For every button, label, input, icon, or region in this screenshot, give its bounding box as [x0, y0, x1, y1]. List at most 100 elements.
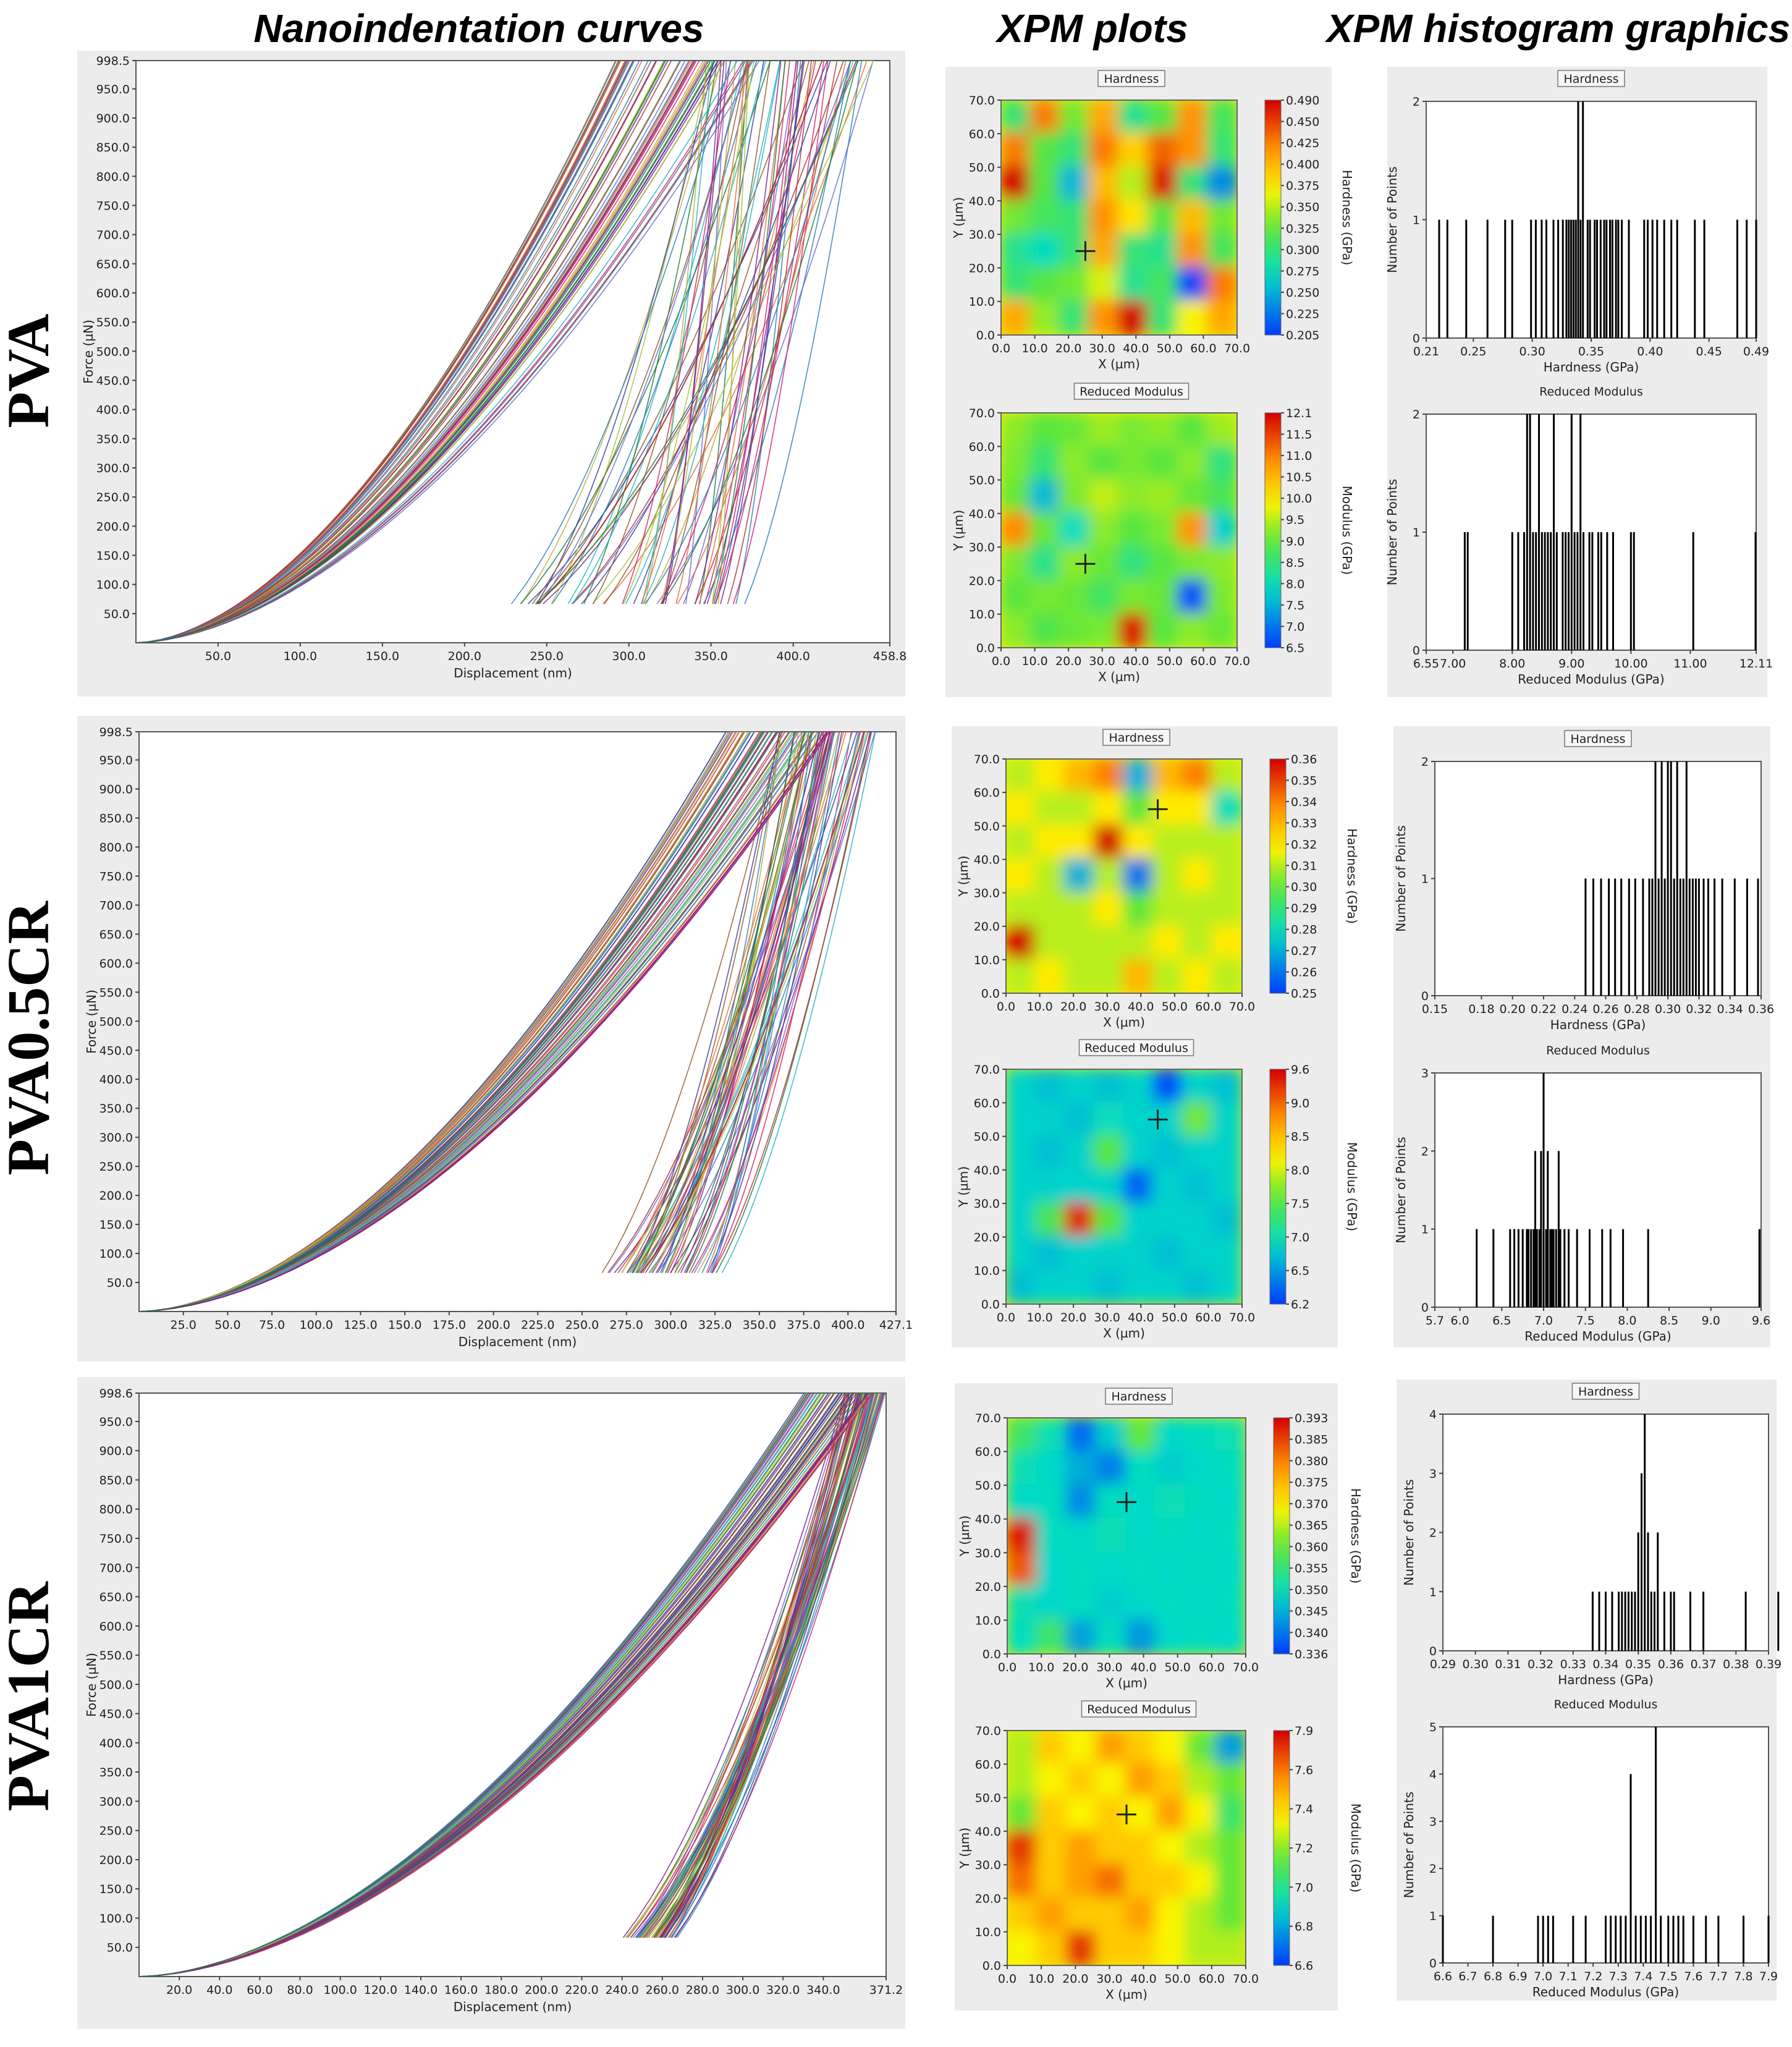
- indentation-curve: [136, 61, 732, 643]
- x-tick-label: 7.4: [1634, 1970, 1652, 1983]
- map-cell: [1088, 266, 1120, 303]
- colorbar-tick-label: 0.325: [1286, 222, 1319, 235]
- map-cell: [1206, 512, 1237, 549]
- x-tick-label: 250.0: [565, 1318, 599, 1332]
- map-title: Hardness: [1109, 731, 1164, 745]
- map-cell: [1088, 512, 1120, 549]
- curves-chart-pva: 50.0 100.0 150.0 200.0 250.0 300.0 350.0 400.0 4…: [81, 54, 907, 680]
- hist-bar: [1643, 219, 1646, 338]
- hist-bar: [1521, 1229, 1524, 1307]
- map-cell: [1059, 512, 1091, 549]
- y-tick-label: 400.0: [96, 404, 130, 417]
- map-cell: [1034, 824, 1067, 861]
- hist-bar: [1563, 1229, 1566, 1307]
- x-tick-label: 7.5: [1659, 1970, 1678, 1983]
- map-cell: [1206, 579, 1237, 616]
- map-cell: [1007, 1484, 1039, 1520]
- y-axis-label: Force (µN): [84, 990, 99, 1054]
- map-frame: [1005, 1069, 1243, 1305]
- map-cell: [1088, 300, 1120, 335]
- map-cell: [1211, 1202, 1242, 1239]
- hist-bar: [1746, 219, 1748, 338]
- map-cell: [1214, 1418, 1246, 1453]
- hist-bar: [1757, 878, 1759, 996]
- y-tick-label: 60.0: [975, 1446, 1001, 1459]
- x-tick-label: 30.0: [1089, 655, 1115, 668]
- y-tick-label: 70.0: [974, 1063, 1000, 1077]
- colorbar-tick-label: 7.9: [1295, 1724, 1313, 1738]
- x-tick-label: 175.0: [433, 1318, 466, 1332]
- map-cell: [1034, 1202, 1067, 1239]
- y-tick-label: 500.0: [96, 345, 130, 358]
- map-cells: [1007, 1731, 1246, 1965]
- map-cell: [1185, 1450, 1217, 1487]
- map-cell: [1177, 100, 1209, 135]
- map-cell: [1155, 1450, 1188, 1487]
- colorbar-tick-label: 9.5: [1286, 514, 1304, 527]
- hist-title: Hardness: [1571, 732, 1626, 746]
- map-cell: [1155, 1551, 1188, 1588]
- y-tick-label: 100.0: [99, 1247, 133, 1261]
- y-tick-label: 20.0: [974, 1231, 1000, 1244]
- colorbar-tick-label: 10.5: [1286, 471, 1312, 485]
- y-tick-label: 30.0: [975, 1546, 1001, 1560]
- x-tick-label: 0.35: [1578, 345, 1604, 358]
- hist-modulus-pva1cr: Reduced Modulus 0 1 2 3 4 5 6.6 6.7 6.8 6.9 7.0 7.1 7…: [1401, 1698, 1778, 1999]
- y-tick-label: 650.0: [99, 928, 133, 941]
- hist-bar: [1555, 532, 1558, 650]
- x-tick-label: 75.0: [259, 1318, 285, 1332]
- y-tick-label: 900.0: [99, 1444, 133, 1458]
- map-cell: [1118, 233, 1150, 269]
- x-tick-label: 50.0: [214, 1318, 240, 1332]
- hist-bar: [1605, 1591, 1607, 1651]
- hist-bar: [1517, 1229, 1519, 1307]
- hist-bar: [1534, 219, 1537, 338]
- x-tick-label: 0.33: [1560, 1658, 1586, 1671]
- map-cell: [1155, 1484, 1188, 1520]
- map-cell: [1029, 546, 1062, 582]
- map-cell: [1001, 266, 1032, 303]
- map-marker-crosshair: [1075, 554, 1096, 574]
- map-cell: [1036, 1619, 1068, 1654]
- map-cell: [1214, 1517, 1246, 1554]
- hist-bar: [1605, 219, 1608, 338]
- hist-bar: [1509, 1229, 1511, 1307]
- map-cell: [1001, 300, 1032, 335]
- map-cell: [1206, 166, 1237, 202]
- hist-bar: [1733, 878, 1736, 996]
- map-cell: [1125, 1897, 1158, 1933]
- map-title: Hardness: [1104, 72, 1159, 86]
- hist-bar: [1655, 1727, 1657, 1963]
- x-axis-label: Displacement (nm): [454, 666, 572, 680]
- y-tick-label: 1: [1421, 1223, 1429, 1237]
- map-cell: [1211, 759, 1242, 794]
- x-tick-label: 60.0: [1195, 1311, 1221, 1324]
- colorbar-tick-label: 9.0: [1291, 1096, 1309, 1110]
- map-cell: [1095, 1551, 1128, 1588]
- map-cell: [1063, 1101, 1096, 1138]
- hist-bar: [1584, 878, 1587, 996]
- indentation-curve: [139, 732, 847, 1312]
- x-tick-label: 6.55: [1413, 657, 1439, 671]
- colorbar-label: Modulus (GPa): [1340, 486, 1355, 575]
- map-cell: [1001, 579, 1032, 616]
- indentation-curve: [139, 732, 780, 1312]
- map-cell: [1177, 233, 1209, 269]
- hist-bar: [1667, 1915, 1670, 1963]
- map-cell: [1147, 612, 1180, 648]
- map-cell: [1006, 759, 1037, 794]
- map-cell: [1001, 478, 1032, 515]
- x-tick-label: 70.0: [1224, 342, 1250, 355]
- hist-bar: [1676, 761, 1678, 996]
- indentation-curve: [139, 732, 868, 1312]
- x-tick-label: 300.0: [654, 1318, 687, 1332]
- x-axis-label: Hardness (GPa): [1550, 1017, 1646, 1032]
- map-cell: [1036, 1585, 1068, 1622]
- y-tick-label: 0.0: [976, 329, 995, 342]
- hist-title-box: [1557, 70, 1625, 87]
- y-tick-label: 150.0: [96, 549, 130, 562]
- x-tick-label: 10.0: [1026, 1000, 1052, 1014]
- x-tick-label: 100.0: [284, 650, 317, 663]
- y-tick-label: 350.0: [96, 433, 130, 446]
- map-cell: [1029, 579, 1062, 616]
